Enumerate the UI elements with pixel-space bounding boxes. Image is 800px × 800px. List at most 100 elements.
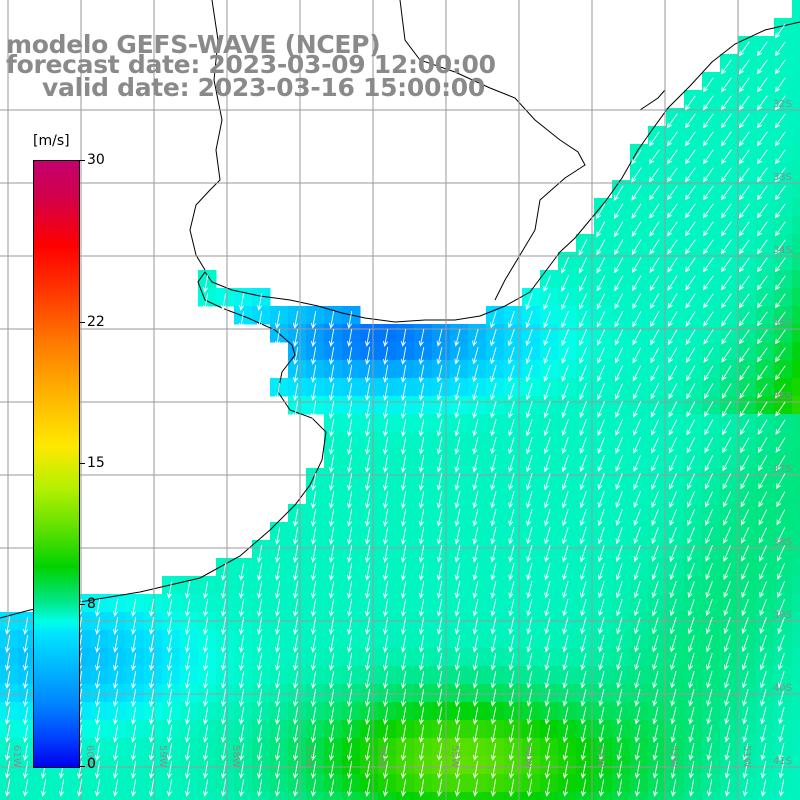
wind-arrow bbox=[382, 689, 389, 707]
wind-arrow bbox=[525, 365, 533, 383]
wind-arrow bbox=[310, 563, 317, 581]
wind-arrow bbox=[454, 671, 461, 689]
wind-speed-cell bbox=[792, 540, 800, 559]
wind-arrow bbox=[328, 671, 335, 689]
wind-arrow bbox=[364, 707, 371, 725]
wind-arrow bbox=[472, 635, 479, 653]
wind-arrow bbox=[633, 491, 641, 509]
wind-arrow bbox=[615, 527, 623, 545]
wind-arrow bbox=[669, 527, 677, 545]
wind-arrow bbox=[94, 671, 101, 689]
wind-arrow bbox=[418, 599, 425, 617]
wind-arrow bbox=[778, 742, 785, 761]
wind-speed-cell bbox=[792, 396, 800, 415]
wind-arrow bbox=[650, 419, 660, 436]
wind-arrow bbox=[739, 383, 750, 399]
wind-arrow bbox=[756, 239, 768, 255]
wind-arrow bbox=[292, 617, 299, 635]
wind-arrow bbox=[472, 364, 479, 383]
wind-arrow bbox=[615, 437, 623, 454]
wind-arrow bbox=[580, 688, 587, 707]
wind-arrow bbox=[613, 221, 624, 238]
wind-arrow bbox=[759, 635, 767, 653]
wind-arrow bbox=[238, 689, 245, 707]
wind-arrow bbox=[436, 581, 443, 599]
wind-arrow bbox=[418, 779, 425, 797]
wind-arrow bbox=[759, 599, 767, 617]
wind-arrow bbox=[508, 508, 515, 527]
wind-arrow bbox=[400, 689, 407, 707]
wind-arrow bbox=[220, 743, 227, 761]
wind-arrow bbox=[490, 490, 497, 509]
wind-arrow bbox=[756, 95, 768, 111]
wind-speed-cell bbox=[180, 792, 199, 800]
wind-arrow bbox=[579, 473, 587, 491]
wind-arrow bbox=[508, 743, 515, 761]
wind-arrow bbox=[597, 347, 606, 364]
wind-speed-cell bbox=[792, 684, 800, 703]
wind-arrow bbox=[292, 725, 299, 743]
wind-speed-cell bbox=[684, 792, 703, 800]
wind-arrow bbox=[400, 563, 407, 581]
wind-arrow bbox=[364, 437, 371, 455]
wind-arrow bbox=[561, 275, 570, 292]
wind-arrow bbox=[668, 365, 678, 382]
wind-arrow bbox=[346, 329, 353, 347]
wind-arrow bbox=[310, 653, 317, 671]
wind-arrow bbox=[706, 779, 713, 797]
wind-arrow bbox=[688, 761, 695, 779]
wind-arrow bbox=[220, 779, 227, 797]
wind-arrow bbox=[256, 311, 263, 329]
wind-arrow bbox=[631, 149, 642, 165]
model-title: modelo GEFS-WAVE (NCEP) bbox=[6, 30, 381, 59]
wind-arrow bbox=[292, 689, 299, 707]
border-path bbox=[399, 0, 586, 301]
wind-arrow bbox=[544, 707, 551, 725]
wind-arrow bbox=[596, 239, 606, 256]
wind-arrow bbox=[720, 95, 732, 111]
wind-arrow bbox=[328, 365, 335, 383]
wind-arrow bbox=[400, 599, 407, 617]
wind-arrow bbox=[525, 455, 533, 473]
wind-arrow bbox=[274, 329, 281, 347]
wind-arrow bbox=[686, 401, 696, 418]
wind-arrow bbox=[684, 221, 696, 237]
valid-date: valid date: 2023-03-16 15:00:00 bbox=[42, 73, 485, 102]
wind-arrow bbox=[184, 779, 191, 797]
wind-arrow bbox=[202, 761, 209, 779]
wind-arrow bbox=[292, 635, 299, 653]
wind-arrow bbox=[4, 689, 11, 707]
wind-arrow bbox=[166, 653, 173, 671]
wind-arrow bbox=[738, 203, 750, 219]
wind-speed-cell bbox=[252, 792, 271, 800]
wind-arrow bbox=[561, 437, 569, 455]
wind-arrow bbox=[184, 635, 191, 653]
wind-arrow bbox=[508, 707, 515, 725]
wind-arrow bbox=[615, 365, 624, 382]
wind-arrow bbox=[454, 779, 461, 797]
wind-arrow bbox=[543, 401, 551, 419]
wind-arrow bbox=[490, 779, 497, 797]
wind-arrow bbox=[508, 634, 515, 653]
wind-speed-cell bbox=[792, 648, 800, 667]
wind-speed-cell bbox=[792, 270, 800, 289]
wind-arrow bbox=[507, 365, 515, 383]
wind-arrow bbox=[346, 653, 353, 671]
wind-speed-cell bbox=[378, 792, 397, 800]
wind-speed-cell bbox=[792, 54, 800, 73]
wind-arrow bbox=[274, 635, 281, 653]
wind-arrow bbox=[741, 563, 749, 580]
wind-arrow bbox=[436, 671, 443, 689]
wind-arrow bbox=[328, 509, 335, 527]
wind-speed-cell bbox=[198, 792, 217, 800]
latitude-label: 33S bbox=[773, 172, 792, 183]
wind-arrow bbox=[651, 491, 659, 508]
wind-arrow bbox=[561, 509, 569, 527]
wind-arrow bbox=[310, 527, 317, 545]
wind-speed-cell bbox=[540, 792, 559, 800]
wind-arrow bbox=[774, 23, 786, 39]
wind-arrow bbox=[274, 311, 281, 329]
wind-arrow bbox=[508, 437, 515, 455]
wind-arrow bbox=[328, 419, 335, 437]
wind-arrow bbox=[652, 724, 659, 743]
